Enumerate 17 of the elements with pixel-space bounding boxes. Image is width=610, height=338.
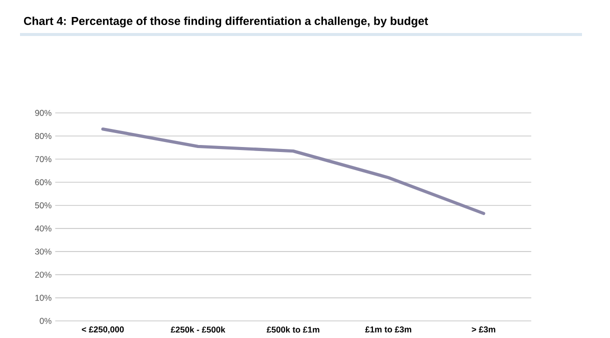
y-tick-label: 80% [35, 133, 52, 140]
x-tick-label: < £250,000 [82, 326, 124, 334]
y-tick-label: 30% [35, 248, 52, 255]
y-tick-label: 20% [35, 272, 52, 278]
y-tick-label: 10% [35, 294, 52, 301]
y-tick-label: 60% [35, 179, 52, 186]
y-tick-label: 90% [35, 110, 52, 116]
y-tick-label: 70% [35, 156, 52, 162]
x-tick-label: £500k to £1m [266, 326, 320, 333]
y-tick-label: 50% [35, 202, 52, 208]
x-tick-label: > £3m [472, 326, 496, 332]
x-tick-label: £1m to £3m [365, 326, 412, 332]
line-series [101, 127, 486, 216]
chart-title: Chart 4: Percentage of those finding differentiation a challenge, by budget [24, 16, 428, 28]
y-tick-label: 40% [34, 225, 52, 232]
y-tick-label: 0% [40, 318, 52, 324]
x-tick-label: £250k - £500k [170, 326, 226, 333]
